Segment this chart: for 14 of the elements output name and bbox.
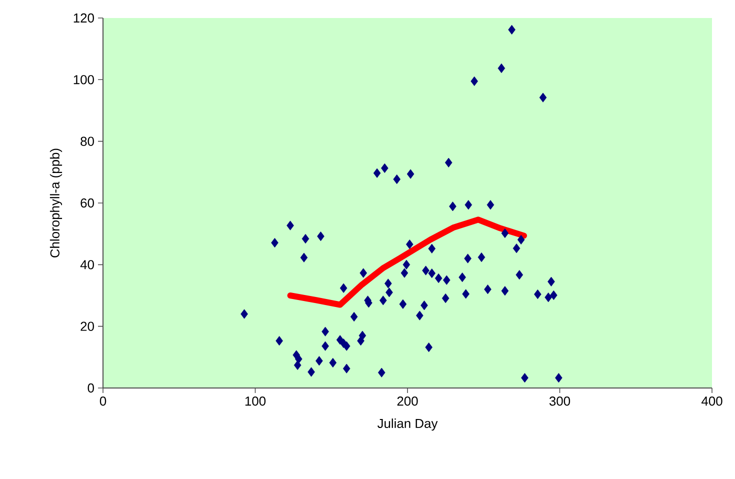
y-tick-label: 0 [88,383,94,393]
y-tick-label: 20 [80,322,94,331]
x-tick-label: 100 [245,396,266,406]
y-tick-label: 80 [80,136,94,146]
y-axis-title: Chlorophyll-a (ppb) [50,148,62,258]
y-tick-label: 100 [74,75,94,84]
x-tick-label: 300 [549,396,570,406]
x-tick-label: 400 [701,396,722,406]
y-tick-label: 120 [74,13,94,23]
y-tick-label: 40 [80,260,94,270]
x-tick-label: 200 [397,396,418,406]
y-tick-label: 60 [80,198,94,208]
x-axis-title: Julian Day [377,418,438,431]
x-tick-label: 0 [100,396,106,406]
